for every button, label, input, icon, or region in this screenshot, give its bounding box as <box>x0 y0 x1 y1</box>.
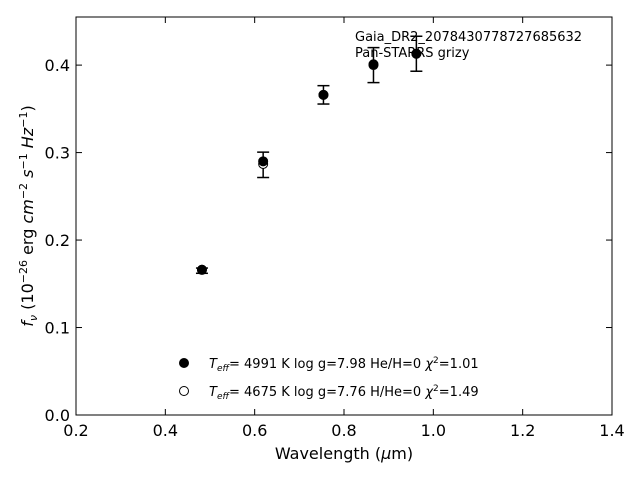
legend-2-teff: 4675 K <box>244 385 290 400</box>
legend-2-comp: H/He=0 <box>370 385 421 400</box>
legend-entry-1: Teff= 4991 K log g=7.98 He/H=0 χ2=1.01 <box>209 356 479 374</box>
annotation-photometry: Pan-STARRS grizy <box>355 46 470 61</box>
x-tick-label: 0.6 <box>242 421 267 440</box>
y-tick-label: 0.3 <box>45 144 70 163</box>
model-point-filled <box>318 89 329 100</box>
x-tick-label: 1.2 <box>510 421 535 440</box>
y-tick-label: 0.2 <box>45 231 70 250</box>
legend: Teff= 4991 K log g=7.98 He/H=0 χ2=1.01 T… <box>179 356 479 402</box>
model-point-filled <box>196 264 207 275</box>
model-point-filled <box>368 59 379 70</box>
x-tick-label: 0.2 <box>63 421 88 440</box>
y-axis-label: fν (10−26 erg cm−2 s−1 Hz−1) <box>17 105 40 326</box>
model-point-filled <box>258 156 269 167</box>
legend-1-teff: 4991 K <box>244 357 290 372</box>
annotation-object-id: Gaia_DR2_2078430778727685632 <box>355 30 582 45</box>
legend-entry-2: Teff= 4675 K log g=7.76 H/He=0 χ2=1.49 <box>209 384 479 402</box>
x-tick-label: 1.0 <box>421 421 446 440</box>
plot-frame <box>75 16 613 416</box>
y-tick-label: 0.4 <box>45 56 70 75</box>
x-tick-label: 0.4 <box>153 421 178 440</box>
x-tick-label: 0.8 <box>331 421 356 440</box>
legend-1-comp: He/H=0 <box>370 357 421 372</box>
legend-2-logg: log g=7.76 <box>294 385 366 400</box>
axes: 0.2 0.4 0.6 0.8 1.0 1.2 1.4 0.0 0.1 0.2 0.3 0.4 <box>45 16 625 440</box>
legend-2-chi2: =1.49 <box>439 385 479 400</box>
legend-1-logg: log g=7.98 <box>294 357 366 372</box>
legend-1-chi2: =1.01 <box>439 357 479 372</box>
plot-area <box>195 35 423 275</box>
y-tick-label: 0.0 <box>45 406 70 425</box>
legend-marker-open <box>179 386 189 396</box>
legend-marker-filled <box>179 358 189 368</box>
y-tick-label: 0.1 <box>45 319 70 338</box>
model-point-filled <box>411 48 422 59</box>
x-axis-label: Wavelength (μm) <box>275 444 413 463</box>
x-tick-label: 1.4 <box>599 421 624 440</box>
